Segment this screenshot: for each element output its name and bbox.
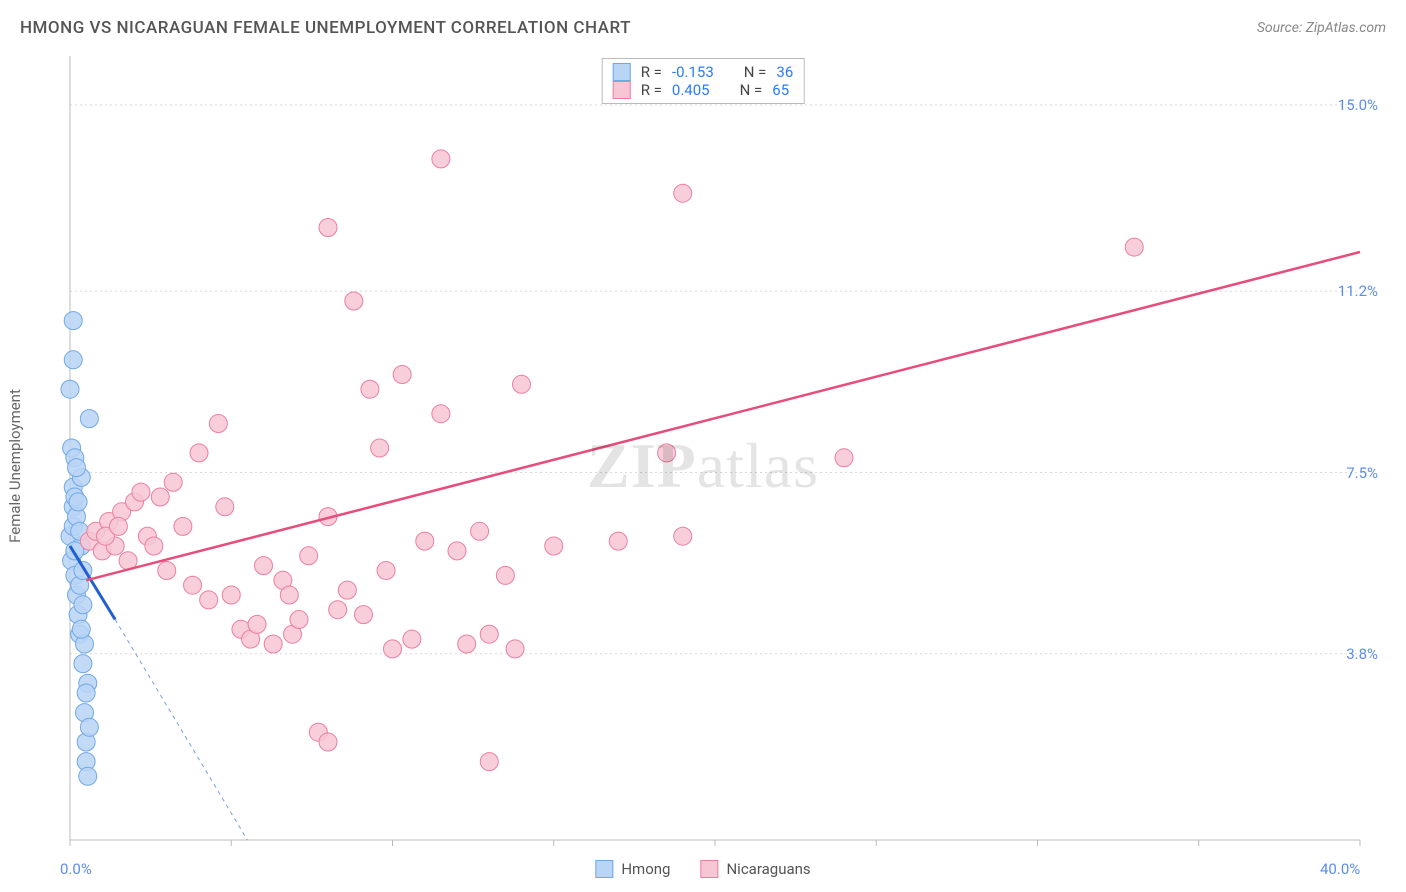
legend-swatch [595, 860, 613, 878]
scatter-chart [20, 50, 1386, 882]
chart-source: Source: ZipAtlas.com [1257, 20, 1386, 36]
legend-stats: R = -0.153 N = 36 R = 0.405 N = 65 [602, 58, 805, 104]
legend-item: Hmong [595, 860, 670, 878]
r-value: -0.153 [672, 63, 714, 81]
chart-title: HMONG VS NICARAGUAN FEMALE UNEMPLOYMENT … [20, 18, 631, 38]
n-label: N = [744, 63, 767, 81]
y-tick-label: 3.8% [1346, 645, 1378, 663]
r-label: R = [641, 63, 662, 81]
legend-swatch [613, 81, 631, 99]
legend-swatch [613, 63, 631, 81]
r-label: R = [641, 81, 662, 99]
header: HMONG VS NICARAGUAN FEMALE UNEMPLOYMENT … [20, 18, 1386, 38]
legend-label: Hmong [621, 860, 670, 878]
legend-stat-row: R = -0.153 N = 36 [613, 63, 794, 81]
legend-stat-row: R = 0.405 N = 65 [613, 81, 794, 99]
legend-swatch [700, 860, 718, 878]
n-value: 65 [772, 81, 789, 99]
legend-label: Nicaraguans [726, 860, 810, 878]
x-axis-min-label: 0.0% [60, 860, 92, 878]
y-axis-label: Female Unemployment [6, 389, 24, 543]
r-value: 0.405 [672, 81, 710, 99]
y-tick-label: 11.2% [1338, 282, 1378, 300]
y-tick-label: 15.0% [1338, 96, 1378, 114]
legend-series: Hmong Nicaraguans [595, 860, 810, 878]
n-label: N = [740, 81, 763, 99]
n-value: 36 [776, 63, 793, 81]
legend-item: Nicaraguans [700, 860, 810, 878]
x-axis-max-label: 40.0% [1320, 860, 1360, 878]
chart-container: Female Unemployment ZIPatlas R =-0.153N … [20, 50, 1386, 882]
y-tick-label: 7.5% [1346, 464, 1378, 482]
